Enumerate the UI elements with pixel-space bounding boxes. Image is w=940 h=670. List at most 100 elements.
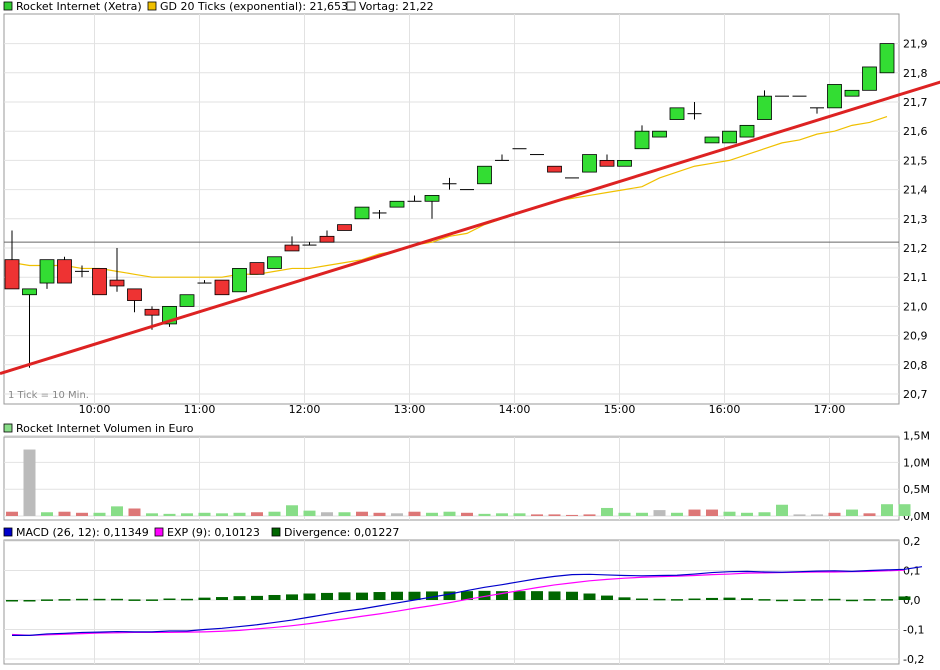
candles: [4, 43, 895, 368]
divergence-bar: [496, 591, 508, 600]
volume-bar: [513, 513, 526, 516]
volume-bar: [478, 513, 491, 516]
exp-legend-swatch: [154, 527, 164, 537]
divergence-bar: [688, 598, 701, 601]
volume-bar: [898, 504, 911, 516]
volume-bar: [181, 513, 193, 516]
volume-bar: [303, 510, 316, 516]
div-legend-swatch: [271, 527, 281, 537]
divergence-bar: [513, 591, 526, 600]
price-tick-label: 21,5: [903, 154, 928, 167]
candle-body: [127, 288, 142, 301]
div-legend-label: Divergence: 0,01227: [284, 526, 399, 539]
volume-legend: Rocket Internet Volumen in Euro: [3, 422, 194, 435]
volume-bar: [758, 512, 771, 516]
volume-bar: [356, 511, 368, 516]
candle-body: [862, 66, 877, 91]
macd-legend-label: MACD (26, 12): 0,11349: [16, 526, 149, 539]
divergence-bar: [41, 599, 53, 601]
volume-panel: [3, 436, 900, 521]
volume-legend-label: Rocket Internet Volumen in Euro: [16, 422, 194, 435]
volume-bar: [373, 512, 386, 516]
candle-body: [389, 200, 405, 208]
price-tick-label: 21,4: [903, 184, 928, 197]
candle-body: [757, 95, 772, 120]
x-tick-label: 15:00: [604, 403, 636, 416]
divergence-bar: [548, 591, 561, 600]
divergence-bar: [251, 595, 263, 600]
divergence-bar: [706, 597, 718, 600]
divergence-bar: [6, 600, 18, 602]
volume-bar: [828, 512, 841, 516]
macd-y-axis: -0,2 -0,1 0,0 0,1 0,2: [903, 535, 924, 666]
divergence-bar: [618, 597, 631, 600]
divergence-bar: [321, 592, 333, 600]
divergence-bar: [146, 599, 158, 601]
candle-body: [424, 195, 440, 202]
x-tick-label: 13:00: [394, 403, 426, 416]
divergence-bar: [303, 593, 316, 600]
price-legend: Rocket Internet (Xetra) GD 20 Ticks (exp…: [3, 0, 434, 13]
volume-bar: [286, 505, 298, 516]
volume-bar: [776, 504, 788, 516]
x-tick-label: 11:00: [184, 403, 216, 416]
divergence-bar: [461, 591, 473, 600]
price-tick-label: 21,0: [903, 300, 928, 313]
divergence-bar: [741, 598, 753, 600]
candle-body: [4, 259, 20, 290]
candle-body: [547, 165, 562, 173]
volume-bar: [216, 513, 228, 516]
candle-body: [39, 259, 55, 284]
gd-legend-swatch: [147, 1, 157, 11]
divergence-bar: [478, 590, 491, 600]
divergence-bar: [233, 596, 246, 600]
macd-line: [12, 566, 923, 637]
candle-body: [669, 107, 685, 120]
volume-bar: [706, 509, 718, 516]
volume-bar: [863, 513, 876, 516]
price-tick-label: 21,9: [903, 38, 928, 51]
candle-body: [844, 89, 860, 97]
divergence-bar: [268, 594, 281, 600]
candle-body: [652, 130, 667, 138]
volume-bar: [391, 513, 403, 516]
volume-bar: [321, 512, 333, 516]
volume-bar: [671, 512, 683, 516]
divergence-bar: [286, 594, 298, 600]
divergence-bar: [76, 598, 88, 601]
divergence-bar: [216, 597, 228, 600]
volume-bar: [636, 512, 648, 516]
candle-body: [22, 288, 37, 296]
volume-bar: [58, 511, 71, 516]
candle-body: [879, 43, 895, 74]
divergence-bar: [793, 599, 806, 601]
vortag-legend-label: Vortag: 21,22: [359, 0, 434, 13]
volume-bar: [6, 511, 18, 516]
price-y-axis: 20,7 20,8 20,9 21,0 21,1 21,2 21,3 21,4 21,5 21,6…: [903, 38, 928, 401]
divergence-bar: [881, 599, 893, 601]
divergence-bar: [198, 597, 211, 600]
volume-bar: [146, 513, 158, 516]
candle-body: [354, 206, 370, 220]
macd-tick-label: -0,1: [903, 624, 924, 637]
x-tick-label: 12:00: [289, 403, 321, 416]
volume-tick-label: 0,5M: [903, 483, 930, 496]
price-tick-label: 20,7: [903, 388, 928, 401]
volume-bar: [111, 506, 123, 516]
price-tick-label: 20,8: [903, 359, 928, 372]
x-axis: 10:00 11:00 12:00 13:00 14:00 15:00 16:00 17:00: [79, 403, 846, 416]
volume-bar: [76, 512, 88, 516]
divergence-bar: [863, 599, 876, 601]
volume-bar: [793, 514, 806, 516]
volume-bar: [741, 512, 753, 516]
divergence-bar: [671, 599, 683, 601]
volume-bar: [128, 508, 141, 516]
candle-body: [249, 262, 265, 275]
candle-body: [284, 244, 300, 252]
volume-bar: [426, 512, 438, 516]
tick-note: 1 Tick = 10 Min.: [8, 390, 89, 401]
volume-tick-label: 1,0M: [903, 456, 930, 469]
divergence-bar: [566, 591, 578, 600]
volume-bar: [811, 514, 823, 516]
